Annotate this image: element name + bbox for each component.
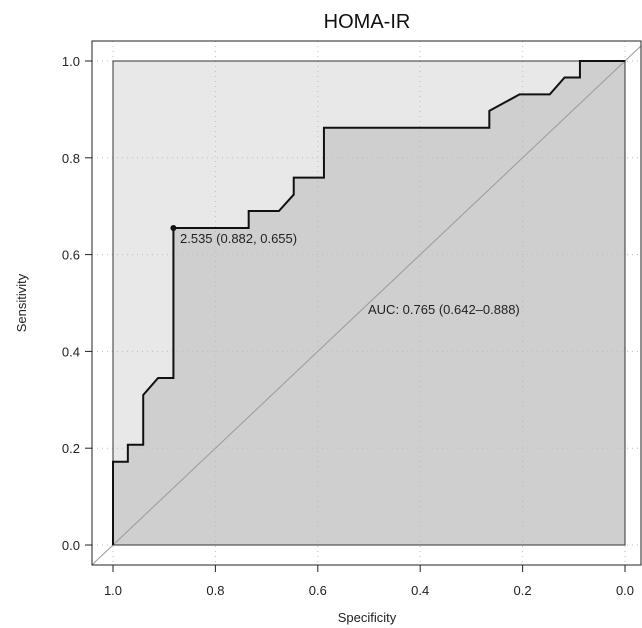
unit-square (112, 60, 626, 546)
plot-frame (91, 40, 642, 566)
chart-title: HOMA-IR (324, 11, 411, 33)
y-tick-label: 0.8 (62, 151, 80, 166)
x-tick-label: 0.0 (616, 583, 634, 598)
roc-curve (112, 60, 625, 545)
x-tick-label: 0.2 (514, 583, 532, 598)
y-tick-label: 0.2 (62, 441, 80, 456)
y-tick-label: 0.6 (62, 248, 80, 263)
x-tick-label: 0.6 (309, 583, 327, 598)
y-tick-label: 0.4 (62, 344, 80, 359)
threshold-point (170, 224, 177, 231)
x-axis-label: Specificity (338, 610, 397, 625)
threshold-label: 2.535 (0.882, 0.655) (180, 231, 297, 246)
x-tick-label: 0.4 (411, 583, 429, 598)
x-tick-label: 0.8 (206, 583, 224, 598)
y-tick-label: 1.0 (62, 54, 80, 69)
auc-label: AUC: 0.765 (0.642–0.888) (368, 302, 520, 317)
y-axis-label: Sensitivity (14, 273, 29, 332)
reference-diagonal (92, 45, 641, 565)
x-tick-label: 1.0 (104, 583, 122, 598)
y-tick-label: 0.0 (62, 538, 80, 553)
